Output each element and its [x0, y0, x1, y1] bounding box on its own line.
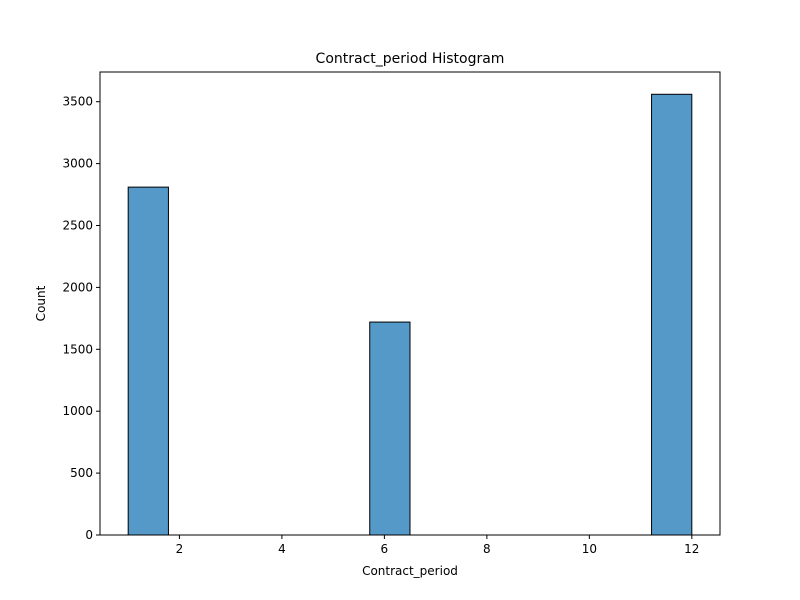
- x-tick-label: 12: [684, 542, 699, 556]
- x-tick-label: 2: [176, 542, 184, 556]
- y-tick-label: 3500: [62, 95, 93, 109]
- y-ticks-group: 0 500 1000 1500 2000 2500 3000 3500: [62, 95, 100, 542]
- y-tick-label: 1000: [62, 404, 93, 418]
- x-tick-label: 4: [278, 542, 286, 556]
- chart-title: Contract_period Histogram: [316, 51, 505, 67]
- x-axis-label: Contract_period: [362, 564, 458, 578]
- y-axis-label: Count: [34, 285, 48, 321]
- x-tick-label: 8: [483, 542, 491, 556]
- y-tick-label: 3000: [62, 157, 93, 171]
- x-ticks-group: 2 4 6 8 10 12: [176, 535, 699, 556]
- bars-group: [127, 93, 693, 536]
- x-tick-label: 6: [381, 542, 389, 556]
- x-tick-label: 10: [582, 542, 597, 556]
- y-tick-label: 2500: [62, 219, 93, 233]
- y-tick-label: 1500: [62, 342, 93, 356]
- y-tick-label: 0: [85, 528, 93, 542]
- histogram-bar: [651, 93, 693, 536]
- histogram-bar: [369, 321, 411, 536]
- plot-area-frame: [99, 71, 721, 536]
- histogram-bar: [127, 186, 169, 536]
- y-tick-label: 2000: [62, 280, 93, 294]
- y-tick-label: 500: [70, 466, 93, 480]
